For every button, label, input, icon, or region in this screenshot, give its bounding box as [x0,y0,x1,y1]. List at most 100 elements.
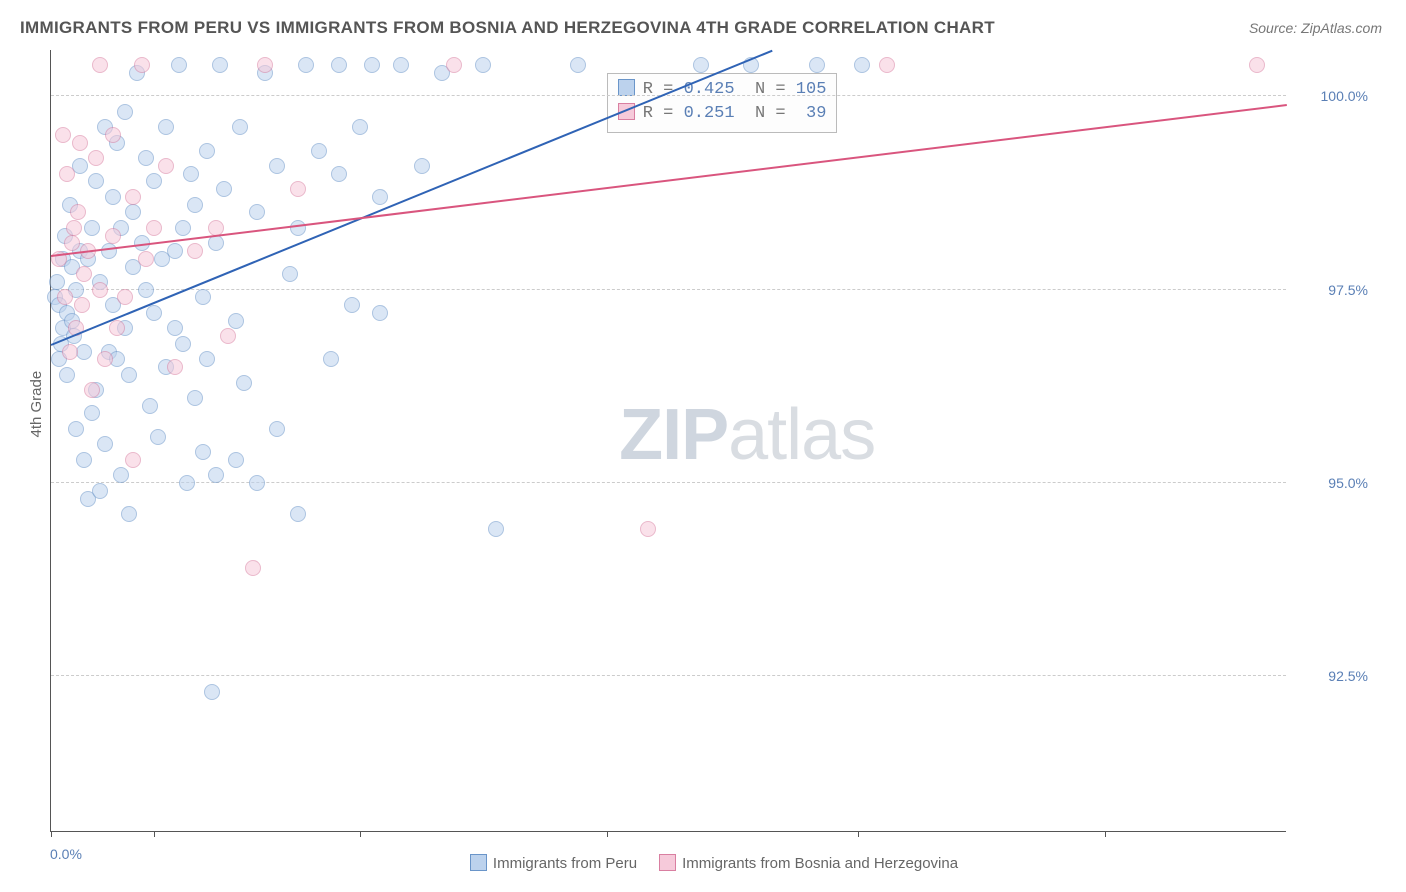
scatter-point-peru [187,390,203,406]
scatter-point-peru [167,243,183,259]
scatter-point-peru [570,57,586,73]
scatter-point-bosnia [76,266,92,282]
scatter-point-bosnia [57,289,73,305]
grid-line: 92.5% [51,675,1286,676]
scatter-point-peru [84,405,100,421]
scatter-point-bosnia [117,289,133,305]
scatter-point-peru [693,57,709,73]
scatter-point-peru [76,452,92,468]
scatter-point-bosnia [74,297,90,313]
scatter-point-peru [68,421,84,437]
scatter-point-peru [183,166,199,182]
scatter-point-peru [175,336,191,352]
x-tick [51,831,52,837]
x-tick [858,831,859,837]
scatter-point-peru [216,181,232,197]
scatter-point-peru [150,429,166,445]
scatter-point-peru [298,57,314,73]
scatter-point-peru [249,475,265,491]
y-tick-label: 92.5% [1328,668,1368,684]
scatter-point-peru [364,57,380,73]
scatter-point-bosnia [138,251,154,267]
grid-line: 97.5% [51,289,1286,290]
scatter-point-peru [179,475,195,491]
plot-container: ZIPatlas R = 0.425 N = 105R = 0.251 N = … [50,50,1376,832]
scatter-point-peru [97,436,113,452]
scatter-point-bosnia [1249,57,1265,73]
plot-area: ZIPatlas R = 0.425 N = 105R = 0.251 N = … [50,50,1286,832]
scatter-point-bosnia [245,560,261,576]
scatter-point-bosnia [72,135,88,151]
scatter-point-peru [204,684,220,700]
scatter-point-bosnia [257,57,273,73]
y-axis-title: 4th Grade [28,371,45,438]
scatter-point-peru [167,320,183,336]
scatter-point-peru [331,166,347,182]
scatter-point-peru [488,521,504,537]
legend-stat-row-bosnia: R = 0.251 N = 39 [618,102,827,126]
scatter-point-peru [212,57,228,73]
scatter-point-peru [199,351,215,367]
scatter-point-peru [282,266,298,282]
x-tick [154,831,155,837]
scatter-point-peru [158,119,174,135]
scatter-point-peru [138,150,154,166]
scatter-point-bosnia [146,220,162,236]
scatter-point-peru [101,243,117,259]
y-tick-label: 95.0% [1328,475,1368,491]
scatter-point-peru [393,57,409,73]
scatter-point-bosnia [59,166,75,182]
scatter-point-bosnia [105,127,121,143]
legend-label-bosnia: Immigrants from Bosnia and Herzegovina [682,855,958,872]
scatter-point-bosnia [97,351,113,367]
scatter-point-bosnia [167,359,183,375]
scatter-point-peru [142,398,158,414]
scatter-point-bosnia [187,243,203,259]
scatter-point-peru [76,344,92,360]
scatter-point-peru [475,57,491,73]
scatter-point-peru [105,189,121,205]
scatter-point-bosnia [446,57,462,73]
scatter-point-peru [84,220,100,236]
scatter-point-peru [372,189,388,205]
scatter-point-bosnia [220,328,236,344]
x-tick [360,831,361,837]
scatter-point-peru [249,204,265,220]
scatter-point-peru [414,158,430,174]
scatter-point-bosnia [134,57,150,73]
scatter-point-bosnia [84,382,100,398]
scatter-point-peru [195,444,211,460]
scatter-point-bosnia [64,235,80,251]
scatter-point-peru [121,506,137,522]
scatter-point-peru [113,467,129,483]
scatter-point-peru [208,235,224,251]
scatter-point-peru [208,467,224,483]
grid-line: 100.0% [51,95,1286,96]
scatter-point-peru [269,158,285,174]
legend-swatch-bosnia [659,854,676,871]
scatter-point-bosnia [92,57,108,73]
scatter-point-bosnia [290,181,306,197]
scatter-point-peru [352,119,368,135]
scatter-point-bosnia [640,521,656,537]
scatter-point-bosnia [109,320,125,336]
scatter-point-peru [331,57,347,73]
scatter-point-peru [59,367,75,383]
scatter-point-peru [290,506,306,522]
scatter-point-bosnia [879,57,895,73]
scatter-point-bosnia [62,344,78,360]
scatter-point-peru [117,104,133,120]
grid-line: 95.0% [51,482,1286,483]
scatter-point-bosnia [66,220,82,236]
scatter-point-peru [88,173,104,189]
source-label: Source: ZipAtlas.com [1249,20,1382,36]
scatter-point-peru [372,305,388,321]
scatter-point-peru [323,351,339,367]
scatter-point-peru [344,297,360,313]
x-tick [1105,831,1106,837]
scatter-point-peru [49,274,65,290]
scatter-point-peru [311,143,327,159]
scatter-point-peru [125,204,141,220]
scatter-point-peru [228,452,244,468]
scatter-point-peru [175,220,191,236]
